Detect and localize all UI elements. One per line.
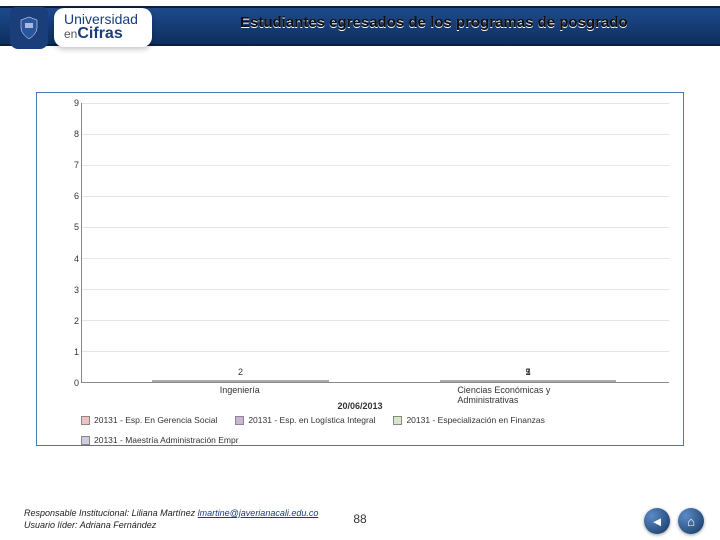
y-tick-label: 5 [74, 222, 79, 232]
x-axis-title: 20/06/2013 [37, 401, 683, 411]
legend-item: 20131 - Maestría Administración Empr [81, 435, 239, 445]
legend-swatch [393, 416, 402, 425]
logo-text: Universidad enCifras [54, 8, 152, 47]
bar-segment [152, 380, 328, 382]
page-title: Estudiantes egresados de los programas d… [240, 14, 628, 31]
x-axis-labels: IngenieríaCiencias Económicas y Administ… [81, 385, 669, 397]
y-tick-label: 1 [74, 347, 79, 357]
footer-line2: Usuario líder: Adriana Fernández [24, 519, 318, 532]
back-button[interactable]: ◄ [644, 508, 670, 534]
home-icon: ⌂ [687, 514, 695, 529]
logo-line2: enCifras [64, 26, 138, 43]
grid-line [82, 289, 669, 290]
bar-value-label: 2 [152, 367, 328, 377]
y-tick-label: 0 [74, 378, 79, 388]
logo-block: Universidad enCifras [10, 0, 215, 55]
grid-line [82, 320, 669, 321]
legend-label: 20131 - Esp. en Logística Integral [248, 415, 375, 425]
legend-label: 20131 - Especialización en Finanzas [406, 415, 544, 425]
grid-line [82, 165, 669, 166]
y-tick-label: 9 [74, 98, 79, 108]
bar-value-label: 1 [440, 367, 616, 377]
home-button[interactable]: ⌂ [678, 508, 704, 534]
logo-line1: Universidad [64, 12, 138, 27]
legend-item: 20131 - Especialización en Finanzas [393, 415, 544, 425]
y-tick-label: 6 [74, 191, 79, 201]
y-tick-label: 4 [74, 254, 79, 264]
footer-line1: Responsable Institucional: Liliana Martí… [24, 507, 318, 520]
grid-line [82, 134, 669, 135]
legend-swatch [81, 436, 90, 445]
page-number: 88 [353, 512, 366, 526]
footer-email-link[interactable]: lmartine@javerianacali.edu.co [198, 508, 319, 518]
nav-icons: ◄ ⌂ [644, 508, 704, 534]
grid-line [82, 196, 669, 197]
shield-icon [10, 7, 48, 49]
y-tick-label: 3 [74, 285, 79, 295]
legend-item: 20131 - Esp. En Gerencia Social [81, 415, 217, 425]
y-tick-label: 2 [74, 316, 79, 326]
chart-frame: 0 1 2 3 4 5 6 7 8 9 2251 IngenieríaCiencias Econó… [36, 92, 684, 446]
x-category-label: Ingeniería [220, 385, 260, 395]
y-axis-labels: 0123456789 [67, 103, 79, 383]
grid-line [82, 227, 669, 228]
grid-line [82, 103, 669, 104]
plot-area: 2251 [81, 103, 669, 383]
footer-credits: Responsable Institucional: Liliana Martí… [24, 507, 318, 532]
back-icon: ◄ [651, 514, 664, 529]
legend-label: 20131 - Esp. En Gerencia Social [94, 415, 217, 425]
legend-item: 20131 - Esp. en Logística Integral [235, 415, 375, 425]
y-tick-label: 7 [74, 160, 79, 170]
header: Universidad enCifras Estudiantes egresad… [0, 0, 720, 60]
bar-segment [440, 380, 616, 382]
legend-swatch [81, 416, 90, 425]
legend: 20131 - Esp. En Gerencia Social 20131 - E… [81, 415, 669, 439]
grid-line [82, 351, 669, 352]
legend-label: 20131 - Maestría Administración Empr [94, 435, 239, 445]
y-tick-label: 8 [74, 129, 79, 139]
grid-line [82, 258, 669, 259]
legend-swatch [235, 416, 244, 425]
